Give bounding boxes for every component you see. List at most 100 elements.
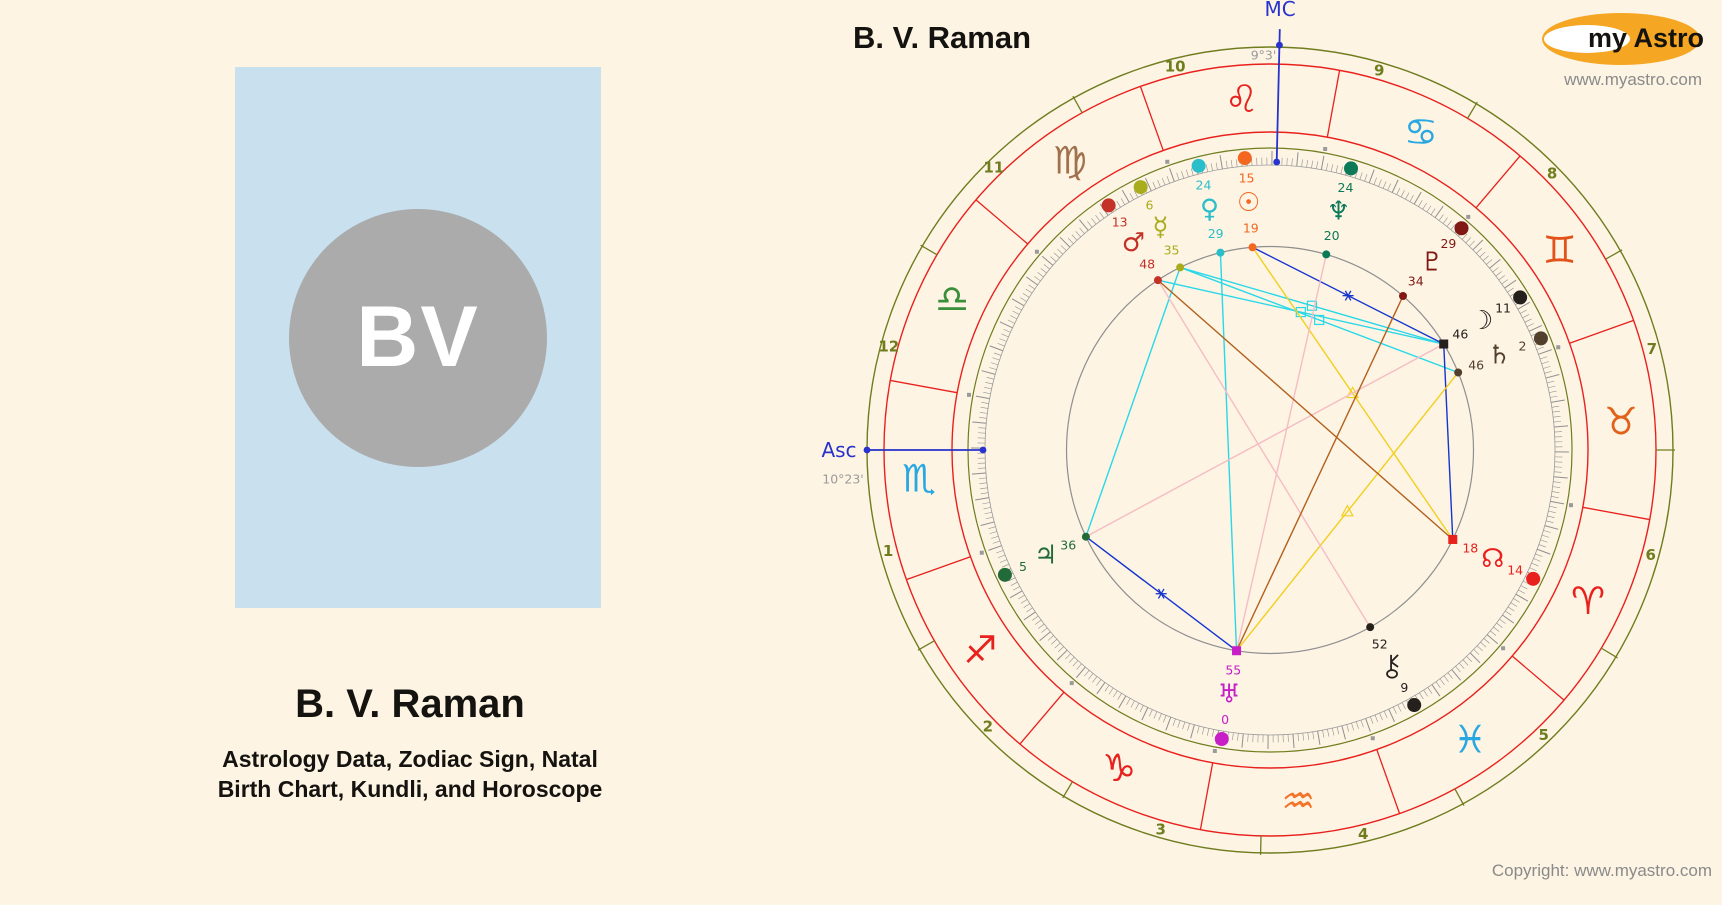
planet-position-marker-neptune — [1322, 250, 1330, 258]
degree-tick — [1096, 679, 1100, 685]
mc-axis-line — [1277, 29, 1280, 162]
degree-tick — [1520, 310, 1527, 314]
house-cusp-spoke — [1468, 102, 1478, 118]
planet-glyph-node: ☊ — [1481, 544, 1504, 574]
degree-tick — [982, 371, 995, 375]
degree-tick — [1041, 268, 1047, 273]
degree-tick — [1332, 728, 1334, 735]
degree-tick — [1502, 280, 1508, 284]
degree-tick — [1540, 357, 1547, 359]
degree-tick — [1546, 521, 1553, 523]
degree-tick — [1220, 155, 1222, 169]
sign-boundary-spoke — [1512, 656, 1564, 700]
asc-degree-text: 10°23' — [822, 472, 864, 487]
degree-tick — [1048, 636, 1054, 641]
degree-tick — [1493, 267, 1499, 272]
degree-tick — [1543, 366, 1550, 368]
degree-tick — [1499, 276, 1505, 280]
degree-tick — [1347, 724, 1349, 731]
degree-tick — [1551, 400, 1565, 402]
degree-tick — [1197, 726, 1199, 733]
degree-tick — [1392, 180, 1398, 193]
degree-tick — [1010, 315, 1017, 318]
planet-degree-jupiter: 5 — [1019, 559, 1027, 574]
degree-tick — [978, 428, 985, 429]
degree-tick — [990, 346, 1003, 351]
degree-tick — [1242, 734, 1243, 748]
sign-boundary-spoke — [906, 557, 970, 580]
planet-glyph-venus: ♀ — [1200, 194, 1219, 224]
planet-glyph-uranus: ♅ — [1218, 680, 1241, 710]
degree-tick — [983, 503, 990, 504]
degree-tick — [1029, 285, 1035, 289]
planet-ring-dot-mercury — [1134, 180, 1148, 194]
sign-glyph-leo: ♌ — [1225, 77, 1259, 121]
degree-tick — [1226, 161, 1227, 168]
degree-tick — [1534, 559, 1541, 562]
degree-tick — [1038, 624, 1044, 629]
degree-tick — [1327, 729, 1329, 736]
degree-tick — [1546, 375, 1560, 379]
sign-zero-marker — [1323, 147, 1327, 151]
degree-tick — [1091, 218, 1096, 224]
degree-tick — [1484, 638, 1490, 643]
degree-tick — [1026, 277, 1037, 285]
planet-ring-dot-saturn — [1534, 331, 1548, 345]
house-number-1: 1 — [883, 542, 893, 560]
house-number-11: 11 — [983, 159, 1004, 177]
degree-tick — [991, 363, 998, 365]
degree-tick — [983, 392, 990, 393]
planet-minute-pluto: 34 — [1408, 274, 1424, 289]
degree-tick — [987, 377, 994, 379]
degree-tick — [1117, 201, 1121, 207]
degree-tick — [981, 407, 988, 408]
degree-tick — [1159, 714, 1162, 721]
degree-tick — [1044, 264, 1050, 269]
degree-tick — [1122, 190, 1129, 202]
degree-tick — [1459, 663, 1464, 669]
degree-tick — [988, 527, 995, 529]
degree-tick — [1469, 241, 1474, 246]
asc-outer-dot — [864, 447, 871, 454]
degree-tick — [1374, 178, 1377, 185]
planet-glyph-jupiter: ♃ — [1034, 541, 1057, 571]
sign-boundary-spoke — [1583, 507, 1650, 519]
degree-tick — [1486, 260, 1492, 265]
degree-tick — [1516, 594, 1528, 601]
degree-tick — [1380, 713, 1383, 720]
degree-tick — [1177, 173, 1179, 180]
degree-tick — [1554, 477, 1568, 478]
house-number-3: 3 — [1156, 821, 1166, 839]
degree-tick — [1308, 732, 1309, 739]
planet-degree-uranus: 0 — [1221, 712, 1229, 727]
degree-tick — [1000, 560, 1007, 563]
degree-tick — [1424, 690, 1428, 696]
degree-tick — [1002, 564, 1009, 567]
house-number-10: 10 — [1165, 58, 1186, 76]
degree-tick — [1439, 215, 1443, 221]
planet-ring-dot-node — [1526, 572, 1540, 586]
sign-zero-marker — [1556, 345, 1560, 349]
degree-tick — [1010, 591, 1022, 598]
degree-ring-outer — [968, 148, 1572, 752]
degree-tick — [1326, 163, 1327, 170]
degree-tick — [1080, 228, 1085, 234]
house-number-5: 5 — [1539, 726, 1549, 744]
degree-tick — [1480, 252, 1486, 257]
degree-tick — [1553, 482, 1560, 483]
degree-tick — [1342, 726, 1346, 740]
degree-tick — [1401, 190, 1404, 197]
planet-position-marker-uranus — [1232, 646, 1241, 655]
degree-tick — [989, 367, 996, 369]
planet-degree-moon: 11 — [1495, 300, 1511, 315]
house-cusp-spoke — [918, 641, 935, 650]
planet-minute-node: 18 — [1462, 541, 1478, 556]
house-number-6: 6 — [1646, 546, 1656, 564]
planet-minute-jupiter: 36 — [1060, 538, 1076, 553]
planet-glyph-neptune: ♆ — [1327, 197, 1350, 227]
degree-tick — [1538, 350, 1551, 355]
degree-tick — [981, 402, 988, 403]
degree-tick — [1323, 730, 1324, 737]
degree-tick — [1535, 554, 1542, 557]
degree-tick — [1072, 235, 1077, 241]
